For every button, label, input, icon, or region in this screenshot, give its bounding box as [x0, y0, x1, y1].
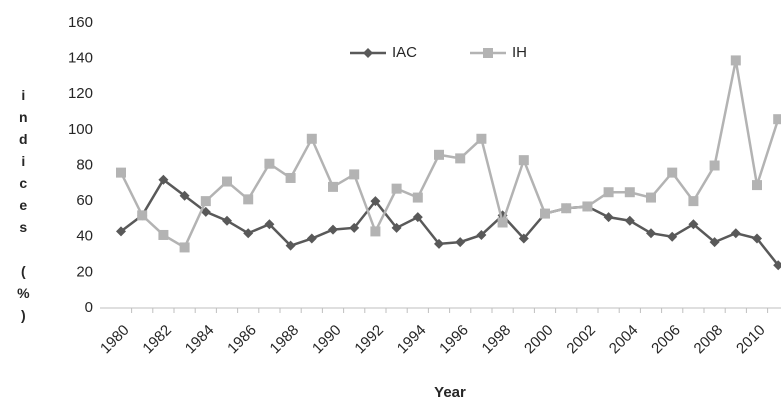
- y-tick-label: 100: [68, 121, 93, 138]
- point: [243, 194, 254, 205]
- y-tick-label: 120: [68, 85, 93, 102]
- x-tick-label: 1992: [351, 322, 387, 358]
- x-tick-label: 1994: [394, 322, 430, 358]
- point: [518, 233, 529, 244]
- point: [476, 133, 487, 144]
- x-tick-label: 2004: [606, 322, 642, 358]
- x-tick-label: 1982: [139, 322, 175, 358]
- point: [624, 187, 635, 198]
- point: [243, 228, 254, 239]
- point: [222, 176, 232, 187]
- x-tick-label: 1986: [224, 322, 260, 358]
- point: [667, 167, 678, 178]
- point: [582, 201, 593, 212]
- x-tick-label: 2006: [648, 322, 684, 358]
- x-tick-label: 1984: [182, 322, 218, 358]
- legend-marker: [363, 48, 373, 58]
- point: [709, 160, 720, 171]
- point: [179, 190, 190, 201]
- point: [412, 212, 423, 223]
- point: [773, 114, 781, 125]
- point: [603, 187, 614, 198]
- point: [412, 192, 423, 203]
- point: [264, 219, 275, 230]
- x-tick-label: 1980: [97, 322, 133, 358]
- y-axis-label: indices (%): [15, 87, 31, 329]
- point: [688, 196, 699, 207]
- point: [349, 169, 360, 180]
- point: [773, 260, 781, 271]
- point: [497, 217, 508, 228]
- point: [518, 155, 529, 166]
- point: [349, 222, 360, 233]
- x-tick-label: 2002: [563, 322, 599, 358]
- point: [709, 237, 720, 248]
- y-tick-label: 140: [68, 50, 93, 67]
- point: [561, 203, 572, 214]
- point: [370, 226, 381, 237]
- point: [455, 237, 466, 248]
- point: [328, 181, 338, 192]
- point: [306, 233, 317, 244]
- point: [285, 172, 296, 183]
- y-tick-label: 20: [76, 263, 93, 280]
- y-tick-label: 160: [68, 14, 93, 31]
- x-axis-label: Year: [434, 384, 466, 401]
- x-tick-label: 2010: [733, 322, 769, 358]
- point: [391, 222, 402, 233]
- point: [222, 215, 232, 226]
- y-tick-label: 60: [76, 192, 93, 209]
- point: [752, 180, 762, 191]
- y-tick-label: 0: [85, 299, 93, 316]
- point: [116, 167, 126, 178]
- point: [667, 231, 678, 242]
- point: [434, 238, 444, 249]
- point: [476, 229, 487, 240]
- series-line: [120, 177, 780, 267]
- point: [624, 215, 635, 226]
- point: [688, 219, 699, 230]
- legend-label: IAC: [392, 44, 417, 61]
- point: [200, 196, 211, 207]
- y-tick-label: 80: [76, 156, 93, 173]
- point: [306, 133, 317, 144]
- x-tick-label: 1990: [309, 322, 345, 358]
- point: [603, 212, 614, 223]
- point: [158, 229, 169, 240]
- point: [264, 158, 275, 169]
- point: [137, 210, 148, 221]
- x-tick-label: 2000: [521, 322, 557, 358]
- x-tick-label: 2008: [691, 322, 727, 358]
- point: [646, 228, 656, 239]
- point: [730, 228, 741, 239]
- point: [455, 153, 466, 164]
- point: [116, 226, 126, 237]
- point: [730, 55, 741, 66]
- y-tick-label: 40: [76, 228, 93, 245]
- point: [370, 196, 381, 207]
- legend-marker: [483, 48, 493, 58]
- point: [540, 208, 550, 219]
- legend-label: IH: [512, 44, 527, 61]
- point: [328, 224, 338, 235]
- x-tick-label: 1998: [479, 322, 515, 358]
- point: [158, 174, 169, 185]
- x-tick-label: 1996: [436, 322, 472, 358]
- x-tick-label: 1988: [267, 322, 303, 358]
- series-line: [119, 60, 780, 250]
- point: [391, 183, 402, 194]
- point: [434, 149, 444, 160]
- point: [179, 242, 190, 253]
- point: [752, 233, 762, 244]
- point: [646, 192, 656, 203]
- point: [285, 240, 296, 251]
